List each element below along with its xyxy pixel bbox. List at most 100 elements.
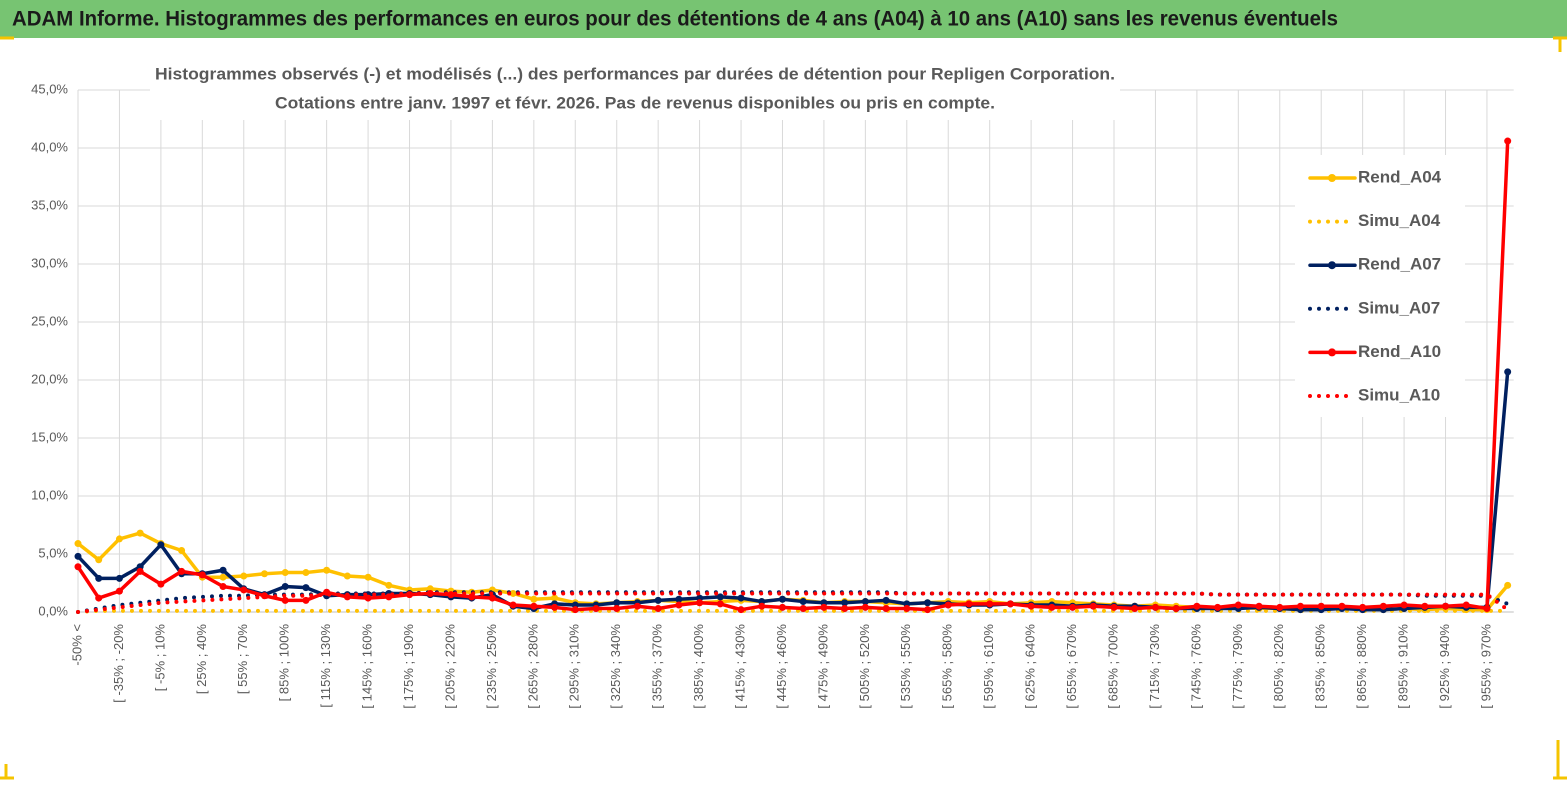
y-tick-label: 35,0% [31, 197, 68, 212]
data-point [1317, 602, 1325, 610]
chart-title: ADAM Informe. Histogrammes des performan… [12, 8, 1338, 31]
data-point [115, 587, 123, 595]
corner-accents [0, 36, 1567, 780]
data-point [1172, 605, 1180, 613]
series-line [76, 139, 1510, 612]
data-point [1359, 603, 1367, 611]
data-point [778, 603, 786, 611]
data-point [613, 605, 621, 613]
data-point [198, 571, 206, 579]
data-point [841, 599, 849, 607]
data-point [924, 606, 932, 614]
data-point [903, 605, 911, 613]
x-tick-label: [ 505% ; 520% [857, 624, 872, 709]
legend-label: Rend_A04 [1358, 167, 1442, 186]
x-tick-label: [ 745% ; 760% [1188, 624, 1203, 709]
x-tick-label: [ 655% ; 670% [1064, 624, 1079, 709]
data-point [613, 599, 621, 607]
data-point [488, 594, 496, 602]
x-tick-label: [ 265% ; 280% [525, 624, 540, 709]
data-point [882, 596, 890, 604]
data-point [551, 594, 559, 602]
title-bar [0, 0, 1567, 38]
data-point [633, 602, 641, 610]
data-point [157, 541, 165, 549]
data-point [799, 598, 807, 606]
x-tick-label: [ 685% ; 700% [1105, 624, 1120, 709]
chart-subtitle: Cotations entre janv. 1997 et févr. 2026… [275, 93, 995, 112]
data-point [115, 574, 123, 582]
data-point [1421, 602, 1429, 610]
data-point [861, 598, 869, 606]
data-point [74, 552, 82, 560]
y-tick-label: 0,0% [38, 603, 68, 618]
data-point [820, 603, 828, 611]
x-tick-label: [ 775% ; 790% [1230, 624, 1245, 709]
data-point [1504, 368, 1512, 376]
data-point [240, 586, 248, 594]
data-point [95, 594, 103, 602]
x-tick-label: [ 865% ; 880% [1354, 624, 1369, 709]
data-point [219, 566, 227, 574]
x-tick-label: [ 415% ; 430% [732, 624, 747, 709]
data-point [675, 595, 683, 603]
x-tick-label: [ 565% ; 580% [940, 624, 955, 709]
data-point [778, 595, 786, 603]
data-point [944, 601, 952, 609]
y-tick-label: 30,0% [31, 255, 68, 270]
data-point [343, 572, 351, 580]
data-point [95, 556, 103, 564]
data-point [136, 529, 144, 537]
x-tick-label: [ 295% ; 310% [567, 624, 582, 709]
x-tick-label: [ 325% ; 340% [608, 624, 623, 709]
legend-label: Simu_A07 [1358, 298, 1440, 317]
legend-marker [1328, 261, 1336, 270]
data-point [758, 602, 766, 610]
y-tick-label: 45,0% [31, 81, 68, 96]
data-point [654, 605, 662, 613]
chart-subtitle: Histogrammes observés (-) et modélisés (… [155, 64, 1115, 83]
data-point [1483, 605, 1491, 613]
x-tick-label: [ 925% ; 940% [1437, 624, 1452, 709]
data-point [157, 580, 165, 588]
data-point [1255, 602, 1263, 610]
x-tick-label: [ 955% ; 970% [1478, 624, 1493, 709]
x-tick-label: [ 235% ; 250% [484, 624, 499, 709]
x-tick-label: [ 55% ; 70% [235, 624, 250, 695]
data-point [592, 605, 600, 613]
data-point [281, 569, 289, 577]
data-point [1442, 602, 1450, 610]
data-point [302, 569, 310, 577]
data-point [1110, 603, 1118, 611]
x-tick-label: [ 595% ; 610% [981, 624, 996, 709]
x-tick-label: [ 205% ; 220% [442, 624, 457, 709]
x-tick-label: [ 625% ; 640% [1023, 624, 1038, 709]
x-tick-label: [ 355% ; 370% [650, 624, 665, 709]
data-point [364, 573, 372, 581]
y-tick-label: 20,0% [31, 371, 68, 386]
data-point [986, 600, 994, 608]
legend [1295, 155, 1465, 417]
data-point [1131, 605, 1139, 613]
data-point [965, 600, 973, 608]
data-point [551, 603, 559, 611]
data-point [571, 606, 579, 614]
data-point [323, 566, 331, 574]
x-tick-label: [ 85% ; 100% [277, 624, 292, 702]
legend-label: Simu_A10 [1358, 385, 1440, 404]
data-point [1006, 600, 1014, 608]
data-point [737, 594, 745, 602]
data-point [281, 582, 289, 590]
x-tick-label: [ 445% ; 460% [774, 624, 789, 709]
data-point [1027, 602, 1035, 610]
data-point [302, 596, 310, 604]
data-point [882, 605, 890, 613]
x-tick-label: [ 805% ; 820% [1271, 624, 1286, 709]
data-point [675, 601, 683, 609]
x-tick-label: [ -5% ; 10% [152, 624, 167, 692]
data-point [1151, 603, 1159, 611]
x-tick-label: [ -35% ; -20% [111, 624, 126, 703]
data-point [302, 584, 310, 592]
legend-label: Rend_A10 [1358, 342, 1441, 361]
data-point [385, 581, 393, 589]
